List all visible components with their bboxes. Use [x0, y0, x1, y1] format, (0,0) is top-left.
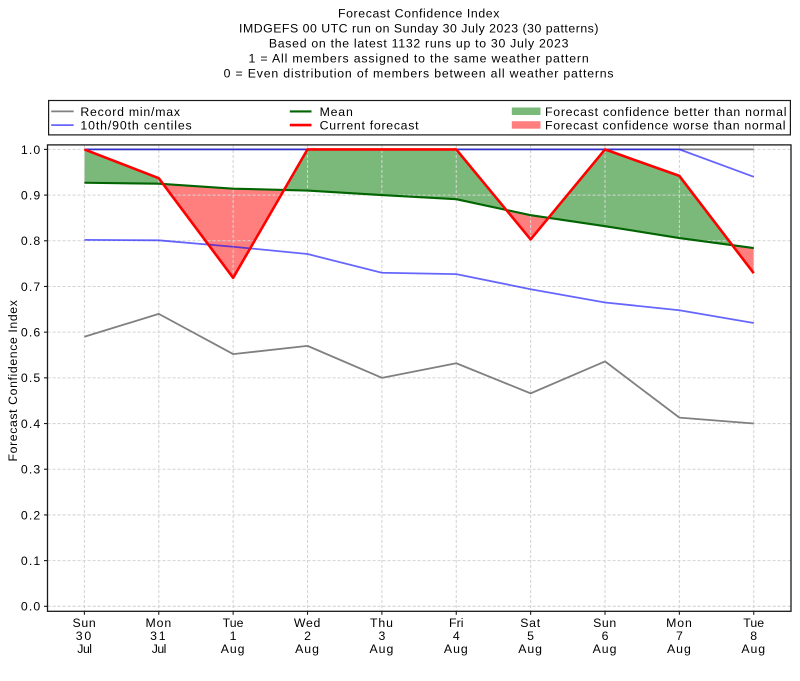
svg-text:0.1: 0.1 [21, 554, 42, 568]
svg-text:Sat: Sat [520, 616, 541, 630]
svg-text:0.2: 0.2 [21, 508, 42, 522]
svg-text:Aug: Aug [741, 642, 766, 656]
svg-text:Forecast Confidence Index: Forecast Confidence Index [338, 7, 500, 21]
svg-text:Mean: Mean [320, 105, 354, 119]
svg-text:Current forecast: Current forecast [320, 119, 420, 133]
svg-text:2: 2 [304, 629, 311, 643]
svg-text:Based on the latest 1132 runs: Based on the latest 1132 runs up to 30 J… [269, 37, 569, 51]
svg-text:0.7: 0.7 [21, 280, 42, 294]
svg-text:Aug: Aug [295, 642, 320, 656]
svg-text:0.6: 0.6 [21, 326, 42, 340]
svg-text:Thu: Thu [370, 616, 394, 630]
svg-text:Aug: Aug [370, 642, 395, 656]
svg-text:31: 31 [150, 629, 167, 643]
svg-text:10th/90th centiles: 10th/90th centiles [80, 119, 192, 133]
svg-text:Mon: Mon [146, 616, 173, 630]
svg-text:Sun: Sun [72, 616, 96, 630]
svg-text:Jul: Jul [152, 642, 166, 656]
svg-text:Aug: Aug [444, 642, 469, 656]
svg-text:IMDGEFS 00 UTC run on Sunday 3: IMDGEFS 00 UTC run on Sunday 30 July 202… [239, 22, 599, 36]
svg-text:Tue: Tue [223, 616, 244, 630]
svg-text:0.5: 0.5 [21, 371, 42, 385]
svg-text:Forecast Confidence Index: Forecast Confidence Index [6, 299, 20, 461]
svg-text:Aug: Aug [593, 642, 618, 656]
svg-text:0.3: 0.3 [21, 463, 42, 477]
svg-text:Tue: Tue [743, 616, 764, 630]
svg-text:Fri: Fri [449, 616, 464, 630]
svg-text:8: 8 [750, 629, 757, 643]
svg-text:Aug: Aug [667, 642, 692, 656]
svg-text:Jul: Jul [77, 642, 91, 656]
svg-text:4: 4 [453, 629, 460, 643]
svg-text:1: 1 [230, 629, 237, 643]
svg-text:Mon: Mon [666, 616, 693, 630]
svg-text:3: 3 [378, 629, 385, 643]
svg-text:Forecast confidence worse than: Forecast confidence worse than normal [545, 119, 786, 133]
svg-text:0.4: 0.4 [21, 417, 42, 431]
svg-text:Forecast confidence better tha: Forecast confidence better than normal [545, 105, 787, 119]
svg-text:0.8: 0.8 [21, 234, 42, 248]
svg-text:7: 7 [676, 629, 683, 643]
svg-text:Aug: Aug [221, 642, 246, 656]
svg-text:Record min/max: Record min/max [80, 105, 180, 119]
svg-text:30: 30 [76, 629, 93, 643]
svg-text:Sun: Sun [593, 616, 617, 630]
svg-text:0.9: 0.9 [21, 189, 42, 203]
svg-text:0 = Even distribution of membe: 0 = Even distribution of members between… [224, 67, 615, 81]
svg-text:1 = All members assigned to th: 1 = All members assigned to the same wea… [249, 52, 590, 66]
svg-text:0.0: 0.0 [21, 600, 42, 614]
svg-text:Aug: Aug [518, 642, 543, 656]
svg-text:1.0: 1.0 [21, 143, 42, 157]
svg-text:6: 6 [602, 629, 609, 643]
svg-text:5: 5 [527, 629, 534, 643]
svg-text:Wed: Wed [294, 616, 321, 630]
